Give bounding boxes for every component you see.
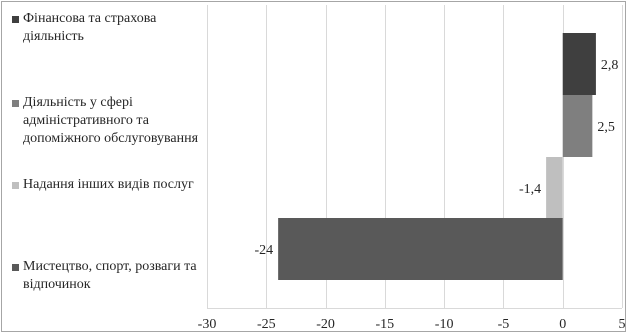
x-tick-label: -15 xyxy=(376,317,395,332)
data-label: -24 xyxy=(254,243,273,258)
legend-item: Мистецтво, спорт, розваги та відпочинок xyxy=(12,258,203,294)
data-label: 2,8 xyxy=(601,58,619,73)
legend-label: Мистецтво, спорт, розваги та відпочинок xyxy=(23,259,197,292)
legend-item: Фінансова та страхова діяльність xyxy=(12,10,203,46)
legend-label: Фінансова та страхова діяльність xyxy=(23,11,157,44)
x-tick-label: -25 xyxy=(257,317,276,332)
legend-marker xyxy=(12,182,19,189)
bar xyxy=(546,157,563,219)
x-tick-label: -20 xyxy=(316,317,335,332)
data-label: 2,5 xyxy=(597,120,615,135)
x-tick-label: 5 xyxy=(619,317,626,332)
legend-marker xyxy=(12,264,19,271)
legend-marker xyxy=(12,100,19,107)
legend-marker xyxy=(12,16,19,23)
legend-label: Надання інших видів послуг xyxy=(23,177,194,192)
x-tick-label: 0 xyxy=(559,317,566,332)
x-tick-label: -30 xyxy=(198,317,217,332)
x-tick-label: -10 xyxy=(435,317,454,332)
data-label: -1,4 xyxy=(519,182,541,197)
bar xyxy=(562,95,593,157)
x-tick-label: -5 xyxy=(498,317,510,332)
bar xyxy=(562,33,596,95)
legend-label: Діяльність у сфері адміністративного та … xyxy=(23,95,199,146)
legend-item: Діяльність у сфері адміністративного та … xyxy=(12,94,203,148)
bar xyxy=(278,218,563,280)
legend-item: Надання інших видів послуг xyxy=(12,176,203,194)
